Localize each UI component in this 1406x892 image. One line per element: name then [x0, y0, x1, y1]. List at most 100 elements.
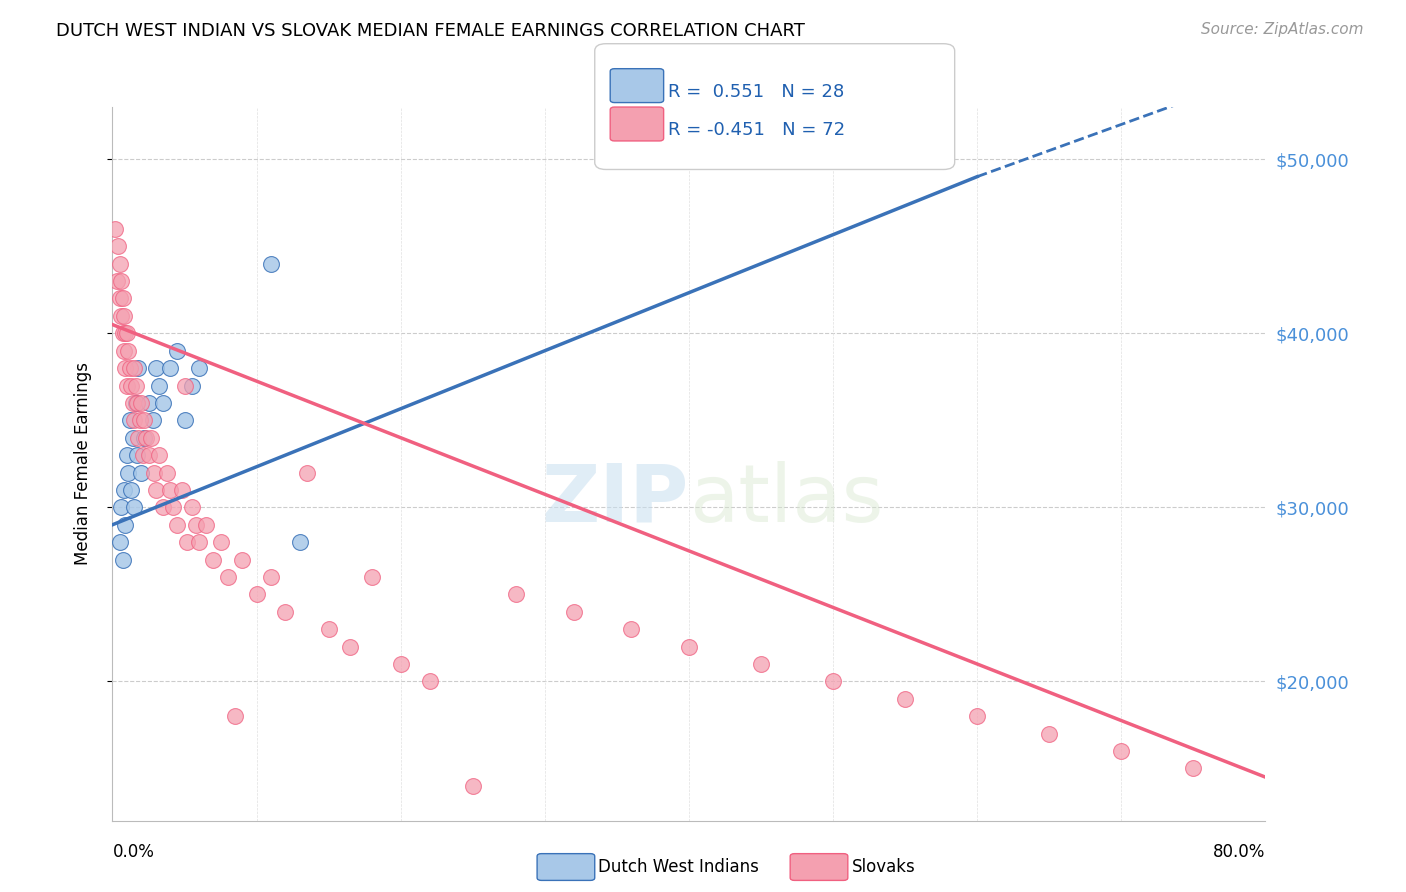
Point	[288, 535, 311, 549]
Text: ZIP: ZIP	[541, 460, 689, 539]
Point	[145, 483, 167, 497]
Point	[138, 396, 160, 410]
Point	[188, 535, 211, 549]
Point	[152, 396, 174, 410]
Point	[110, 309, 132, 323]
Point	[245, 587, 267, 601]
Point	[108, 257, 131, 271]
Point	[132, 448, 155, 462]
Point	[173, 378, 195, 392]
Point	[122, 500, 145, 515]
Point	[166, 517, 188, 532]
Point	[162, 500, 184, 515]
Text: atlas: atlas	[689, 460, 883, 539]
Point	[231, 552, 253, 566]
Point	[224, 709, 246, 723]
Point	[360, 570, 382, 584]
Point	[620, 622, 643, 636]
Point	[505, 587, 527, 601]
Point	[148, 378, 170, 392]
Point	[821, 674, 844, 689]
Point	[678, 640, 700, 654]
Point	[118, 413, 141, 427]
Point	[108, 535, 131, 549]
Point	[152, 500, 174, 515]
Point	[141, 431, 163, 445]
Point	[117, 343, 139, 358]
Point	[339, 640, 361, 654]
Point	[195, 517, 218, 532]
Point	[138, 448, 160, 462]
Point	[318, 622, 340, 636]
Point	[111, 552, 134, 566]
Point	[1111, 744, 1133, 758]
Point	[125, 396, 148, 410]
Point	[120, 378, 142, 392]
Point	[217, 570, 239, 584]
Point	[114, 361, 136, 376]
Point	[143, 466, 166, 480]
Point	[114, 326, 136, 341]
Text: R =  0.551   N = 28: R = 0.551 N = 28	[668, 83, 844, 101]
Point	[124, 396, 146, 410]
Point	[894, 691, 917, 706]
Point	[129, 396, 153, 410]
Point	[118, 361, 141, 376]
Point	[170, 483, 193, 497]
Point	[145, 361, 167, 376]
Point	[107, 239, 129, 253]
Point	[121, 431, 143, 445]
Text: Slovaks: Slovaks	[852, 858, 915, 876]
Point	[159, 361, 181, 376]
Point	[135, 431, 157, 445]
Point	[112, 343, 135, 358]
Point	[111, 326, 134, 341]
Point	[111, 292, 134, 306]
Point	[389, 657, 412, 671]
Point	[295, 466, 318, 480]
Point	[260, 257, 283, 271]
Text: 80.0%: 80.0%	[1213, 843, 1265, 861]
Point	[108, 292, 131, 306]
Point	[180, 500, 202, 515]
Point	[115, 378, 138, 392]
Point	[134, 431, 156, 445]
Point	[134, 413, 156, 427]
Text: DUTCH WEST INDIAN VS SLOVAK MEDIAN FEMALE EARNINGS CORRELATION CHART: DUTCH WEST INDIAN VS SLOVAK MEDIAN FEMAL…	[56, 22, 806, 40]
Text: R = -0.451   N = 72: R = -0.451 N = 72	[668, 121, 845, 139]
Point	[274, 605, 297, 619]
Point	[105, 274, 128, 288]
Point	[188, 361, 211, 376]
Point	[112, 483, 135, 497]
Point	[260, 570, 283, 584]
Point	[1038, 726, 1060, 740]
Point	[184, 517, 207, 532]
Point	[209, 535, 232, 549]
Point	[129, 466, 153, 480]
Y-axis label: Median Female Earnings: Median Female Earnings	[73, 362, 91, 566]
Point	[117, 466, 139, 480]
Point	[125, 448, 148, 462]
Point	[1182, 761, 1205, 775]
Point	[121, 396, 143, 410]
Point	[115, 448, 138, 462]
Point	[180, 378, 202, 392]
Point	[156, 466, 179, 480]
Point	[173, 413, 195, 427]
Point	[562, 605, 585, 619]
Point	[120, 483, 142, 497]
Text: 0.0%: 0.0%	[112, 843, 155, 861]
Point	[104, 222, 127, 236]
Point	[419, 674, 441, 689]
Point	[749, 657, 772, 671]
Point	[122, 413, 145, 427]
Point	[110, 274, 132, 288]
Point	[124, 378, 146, 392]
Point	[461, 779, 484, 793]
Point	[115, 326, 138, 341]
Point	[142, 413, 165, 427]
Point	[122, 361, 145, 376]
Text: Dutch West Indians: Dutch West Indians	[598, 858, 758, 876]
Point	[128, 413, 150, 427]
Point	[966, 709, 988, 723]
